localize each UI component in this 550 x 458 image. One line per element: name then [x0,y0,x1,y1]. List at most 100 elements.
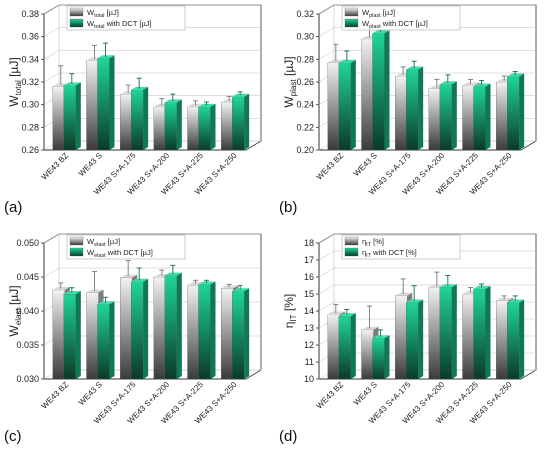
chart0-bar-side-s1-2 [143,86,149,150]
chart2-legend-label-0: Welast [µJ] [87,237,120,248]
chart1-bar-side-s1-5 [519,73,525,150]
chart3-ytick-0: 10 [304,374,314,384]
chart1-legend-swatch-1 [344,18,359,28]
chart0-grid-6 [43,4,60,15]
chart1-bar-s0-0 [327,62,340,151]
chart1-bar-s1-3 [439,84,452,151]
chart0-bar-side-s1-1 [109,55,115,151]
chart3-bar-top-s1-1 [372,335,390,339]
chart3-bar-s1-0 [338,315,351,380]
chart1-bar-side-s1-2 [418,66,424,150]
chart2-legend [66,234,186,260]
chart3-xtick-0: WE43 BZ [315,380,346,411]
chart0-bar-side-s1-0 [75,82,81,150]
chart0-bar-s0-3 [153,106,166,151]
chart1-grid-5 [318,27,335,37]
chart0-ytick-6: 0.38 [21,9,39,19]
chart3-bar-top-s1-5 [507,299,525,303]
chart2-bar-top-s0-1 [86,289,104,293]
chart1-panel-letter: (b) [279,199,297,216]
chart2-bar-top-s1-5 [232,288,250,292]
chart3-bar-s0-4 [462,293,475,380]
chart1-bar-top-s1-5 [507,73,525,77]
chart2-legend-swatch-0 [69,236,84,246]
chart2-bar-top-s1-2 [131,278,149,282]
chart1-bar-s1-5 [507,76,520,151]
chart3-grid-6 [318,267,335,278]
chart3-ytick-5: 15 [304,289,314,299]
chart3-bar-side-s1-1 [384,335,390,379]
chart1-legend-label-0: Wplast [µJ] [362,8,395,19]
chart1-bar-s1-4 [473,86,486,151]
chart3-bar-side-s1-3 [451,284,457,379]
chart0-bar-top-s1-3 [164,99,182,103]
chart3-bar-side-s1-2 [418,299,424,379]
chart1-ytick-0: 0.20 [296,145,314,155]
chart3-xtick-1: WE43 S [352,380,379,407]
chart3-bar-top-s0-0 [327,311,345,315]
chart2-bar-side-s1-5 [244,288,250,379]
chart0-legend-label-0: Wtotal [µJ] [87,8,119,19]
chart3-bar-side-s1-4 [485,285,491,379]
chart2-bar-top-s1-4 [198,281,216,285]
chart1-bar-side-s1-1 [384,30,390,151]
chart2-bar-s0-4 [187,285,200,380]
chart3-bar-s0-1 [361,329,374,380]
chart3-legend-swatch-1 [344,247,359,257]
chart2-bar-s0-0 [52,289,65,380]
chart1-bar-side-s1-0 [350,59,356,150]
chart3-legend-label-1: ηIT with DCT [%] [362,248,417,259]
chart3-bar-s0-2 [395,295,408,380]
chart0-bar-s0-4 [187,106,200,151]
chart0-bar-s1-1 [97,58,110,151]
chart2-ytick-3: 0.045 [16,272,39,282]
chart2-bar-top-s0-0 [52,286,70,290]
chart3-bar-s1-1 [372,338,385,380]
chart0-bar-top-s1-1 [97,55,115,59]
chart2-xtick-0: WE43 BZ [40,380,71,411]
chart1-bar-top-s1-3 [439,81,457,85]
chart0-bar-side-s1-4 [210,103,216,150]
chart0-bar-s0-0 [52,86,65,151]
chart0-bar-side-s1-5 [244,93,250,150]
chart0-bar-top-s1-2 [131,86,149,90]
chart3-bar-top-s0-2 [395,292,413,296]
chart1-ytick-5: 0.30 [296,32,314,42]
chart2-bar-side-s1-2 [143,278,149,379]
chart1-bar-s0-3 [428,88,441,151]
chart0-bar-s1-5 [232,96,245,151]
chart3-ytick-8: 18 [304,238,314,248]
chart2-xtick-1: WE43 S [77,380,104,407]
chart0-bar-s1-3 [164,102,177,151]
chart3-grid-5 [318,284,335,295]
chart1-bar-s0-5 [496,81,509,151]
chart2-bar-s1-5 [232,291,245,380]
chart2-bar-top-s1-1 [97,301,115,305]
chart3-ytick-6: 16 [304,272,314,282]
chart0-xtick-0: WE43 BZ [40,151,71,182]
chart0-bar-s0-2 [120,94,133,151]
chart0-bar-s0-1 [86,60,99,151]
chart0-grid-5 [43,27,60,37]
panel-c: 0.030 0.035 0.040 0.045 0.050 Welast [µJ] WE43… [0,229,275,458]
chart3-ylabel: ηIT [%] [282,294,298,328]
chart3-panel-letter: (d) [279,428,297,445]
chart0-bar-s1-0 [63,85,76,151]
chart2-grid-3 [43,267,60,278]
chart3-legend [341,234,461,260]
chart1-ytick-6: 0.32 [296,9,314,19]
chart0-legend-swatch-0 [69,7,84,17]
chart0-bar-top-s1-5 [232,93,250,97]
chart3-ytick-2: 12 [304,340,314,350]
chart1-ytick-3: 0.26 [296,77,314,87]
chart1-legend [341,5,461,31]
chart3-ytick-7: 17 [304,255,314,265]
chart0-ytick-4: 0.34 [21,54,39,64]
chart2-bar-s1-1 [97,304,110,380]
chart2-ytick-4: 0.050 [16,238,39,248]
chart3-bar-top-s1-2 [406,299,424,303]
chart1-bar-s1-0 [338,62,351,151]
